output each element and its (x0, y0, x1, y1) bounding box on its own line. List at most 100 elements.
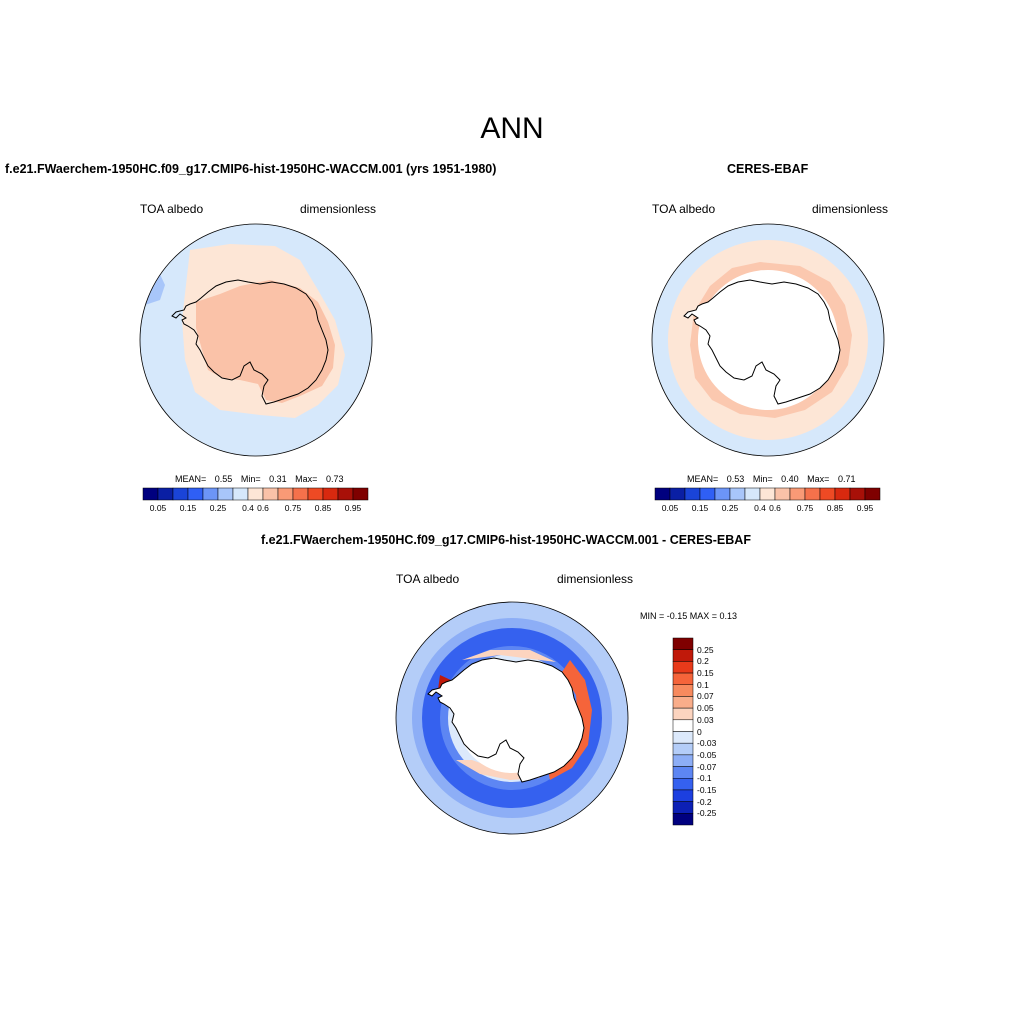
panel-2-min-label: Min= (752, 474, 773, 484)
panel-2-colorbar-tick-label: 0.85 (826, 503, 844, 513)
panel-1-colorbar-tick-label: 0.15 (179, 503, 197, 513)
panel-1-colorbar-swatch (142, 487, 159, 501)
panel-1-colorbar-swatch (337, 487, 354, 501)
diff-colorbar-swatch (672, 731, 694, 744)
diff-colorbar-swatch (672, 707, 694, 721)
diff-colorbar-swatch (672, 778, 694, 791)
panel-1-mean-label: MEAN= (175, 474, 207, 484)
panel-1-colorbar-tick-label: 0.95 (344, 503, 362, 513)
diff-colorbar (672, 637, 694, 826)
panel-1-colorbar (142, 487, 369, 501)
panel-2-colorbar-swatch (834, 487, 851, 501)
panel-1-colorbar-tick-label: 0.4 (242, 503, 254, 513)
panel-2-colorbar-swatch (819, 487, 836, 501)
diff-colorbar-tick-label: -0.1 (697, 773, 712, 784)
panel-2-map (652, 224, 884, 456)
diff-colorbar-tick-label: 0.15 (697, 668, 714, 679)
diff-colorbar-tick-label: -0.07 (697, 761, 717, 772)
panel-1-colorbar-tick-label: 0.05 (149, 503, 167, 513)
panel-2-colorbar-swatch (804, 487, 821, 501)
diff-colorbar-swatch (672, 672, 694, 685)
panel-1-colorbar-swatch (202, 487, 219, 501)
panel-1-map (140, 224, 372, 456)
diff-panel-units-label: dimensionless (557, 572, 634, 586)
diff-colorbar-tick-label: -0.25 (697, 808, 717, 819)
diff-colorbar-tick-label: -0.05 (697, 749, 717, 760)
panel-2-stats: MEAN= 0.53 Min= 0.40 Max= 0.71 (687, 474, 855, 484)
panel-2-colorbar (654, 487, 881, 501)
panel-1-mean-value: 0.55 (214, 474, 233, 484)
panel-2-title: CERES-EBAF (727, 162, 809, 176)
panel-1-colorbar-swatch (232, 487, 249, 501)
panel-1-colorbar-swatch (217, 487, 234, 501)
diff-panel-map-border (395, 601, 629, 835)
panel-2-colorbar-swatch (849, 487, 866, 501)
panel-2-colorbar-tick-label: 0.4 (754, 503, 766, 513)
panel-1-colorbar-swatch (187, 487, 204, 501)
panel-2-map-border (651, 223, 885, 457)
diff-colorbar-swatch (672, 637, 694, 650)
panel-1-colorbar-tick-label: 0.6 (257, 503, 269, 513)
panel-2-colorbar-swatch (669, 487, 686, 501)
panel-1-max-label: Max= (295, 474, 318, 484)
panel-2-colorbar-swatch (684, 487, 701, 501)
panel-1-stats: MEAN= 0.55 Min= 0.31 Max= 0.73 (175, 474, 343, 484)
panel-1-colorbar-swatch (262, 487, 279, 501)
panel-2-colorbar-swatch (864, 487, 881, 501)
panel-2-mean-label: MEAN= (687, 474, 719, 484)
diff-colorbar-swatch (672, 661, 694, 674)
panel-2-colorbar-swatch (744, 487, 761, 501)
panel-1-colorbar-swatch (352, 487, 369, 501)
diff-colorbar-tick-label: 0.2 (697, 656, 709, 667)
panel-2-colorbar-tick-label: 0.6 (769, 503, 781, 513)
panel-1-colorbar-swatch (307, 487, 324, 501)
diff-colorbar-swatch (672, 754, 694, 767)
panel-2-units-label: dimensionless (812, 202, 889, 216)
panel-2-colorbar-swatch (699, 487, 716, 501)
diff-panel-variable-label: TOA albedo (396, 572, 460, 586)
panel-2-colorbar-swatch (714, 487, 731, 501)
panel-1-colorbar-tick-label: 0.25 (209, 503, 227, 513)
diff-colorbar-swatch (672, 766, 694, 779)
panel-2-colorbar-swatch (729, 487, 746, 501)
diff-colorbar-tick-label: 0.03 (697, 714, 714, 725)
panel-2-colorbar-tick-label: 0.95 (856, 503, 874, 513)
diff-colorbar-swatch (672, 684, 694, 697)
diff-colorbar-swatch (672, 649, 694, 662)
diff-colorbar-swatch (672, 742, 694, 756)
diff-colorbar-swatch (672, 719, 694, 732)
panel-2-min-value: 0.40 (781, 474, 799, 484)
diff-colorbar-tick-label: 0 (697, 726, 702, 737)
panel-1-map-border (139, 223, 373, 457)
panel-2-colorbar-swatch (789, 487, 806, 501)
panel-1-max-value: 0.73 (325, 474, 344, 484)
diff-panel-minmax: MIN = -0.15 MAX = 0.13 (640, 611, 738, 621)
diff-colorbar-swatch (672, 801, 694, 814)
panel-1-colorbar-swatch (277, 487, 294, 501)
panel-2-colorbar-tick-label: 0.05 (661, 503, 679, 513)
panel-1-colorbar-swatch (322, 487, 339, 501)
panel-2-colorbar-tick-label: 0.15 (691, 503, 709, 513)
diff-colorbar-tick-label: 0.07 (697, 691, 714, 702)
panel-1-colorbar-swatch (247, 487, 264, 501)
panel-1-min-value: 0.31 (269, 474, 287, 484)
diff-colorbar-tick-label: 0.25 (697, 644, 714, 655)
panel-2-colorbar-swatch (654, 487, 671, 501)
panel-2-max-label: Max= (807, 474, 830, 484)
panel-2-colorbar-tick-label: 0.75 (796, 503, 814, 513)
diff-colorbar-swatch (672, 813, 694, 826)
panel-1-min-label: Min= (240, 474, 261, 484)
panel-1-colorbar-swatch (292, 487, 309, 501)
panel-2-colorbar-swatch (759, 487, 776, 501)
diff-colorbar-tick-label: -0.03 (697, 738, 717, 749)
diff-panel-title: f.e21.FWaerchem-1950HC.f09_g17.CMIP6-his… (261, 533, 751, 547)
panel-1-colorbar-tick-label: 0.85 (314, 503, 332, 513)
diff-colorbar-swatch (672, 789, 694, 802)
diff-colorbar-tick-label: 0.1 (697, 679, 709, 690)
diff-colorbar-tick-label: -0.2 (697, 796, 712, 807)
diff-colorbar-tick-label: 0.05 (697, 703, 714, 714)
figure-title: ANN (480, 112, 544, 145)
panel-1-colorbar-swatch (172, 487, 189, 501)
panel-2-colorbar-swatch (774, 487, 791, 501)
